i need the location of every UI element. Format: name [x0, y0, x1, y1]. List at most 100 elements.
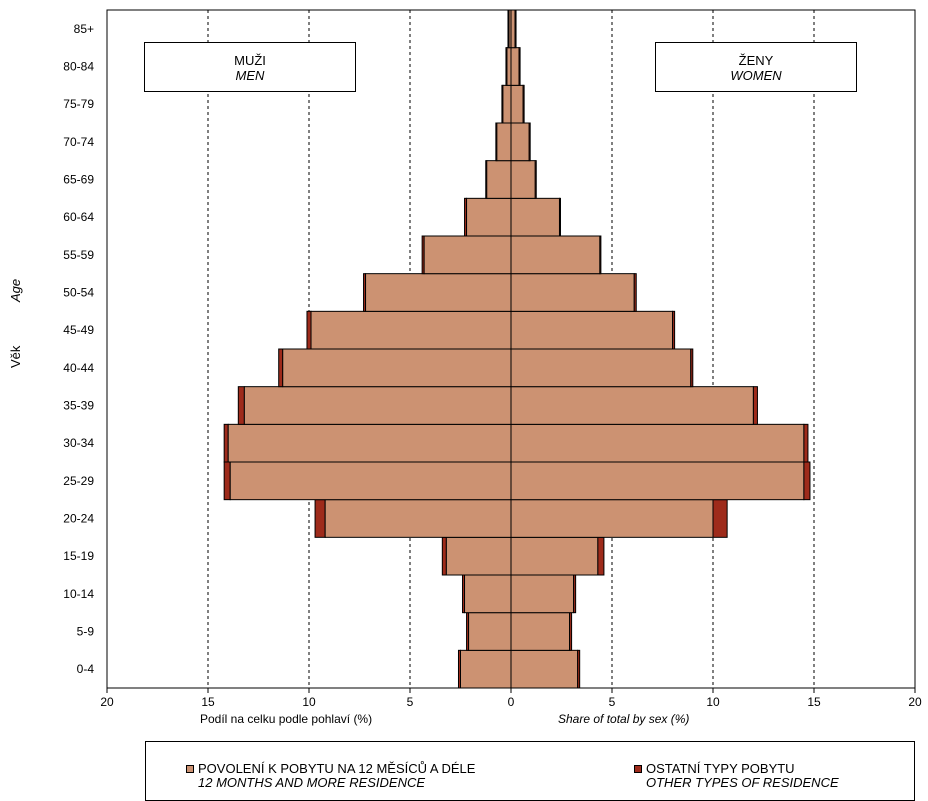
y-tick-label: 75-79: [63, 97, 94, 111]
bar-women-permit: [510, 197, 560, 237]
bar-women-permit: [510, 649, 579, 689]
bar-men-permit: [243, 386, 512, 425]
bar-women-permit: [510, 386, 754, 425]
bar-women-other: [528, 122, 531, 162]
legend: POVOLENÍ K POBYTU NA 12 MĚSÍCŮ A DÉLE 12…: [145, 741, 915, 801]
bar-women-other: [522, 84, 525, 124]
bar-women-permit: [510, 122, 530, 162]
bar-women-other: [518, 47, 521, 86]
x-tick-label: 5: [407, 695, 414, 709]
bar-women-other: [577, 649, 581, 689]
legend-label-other-cs: OSTATNÍ TYPY POBYTU: [646, 761, 795, 776]
bar-women-other: [672, 310, 676, 350]
bar-men-permit: [423, 235, 512, 275]
x-tick-label: 15: [807, 695, 821, 709]
bar-women-other: [803, 423, 809, 463]
y-tick-label: 10-14: [63, 587, 94, 601]
bar-men-other: [223, 461, 231, 501]
bar-men-permit: [445, 536, 512, 576]
y-tick-label: 85+: [74, 22, 94, 36]
x-axis-label-cs: Podíl na celku podle pohlaví (%): [200, 712, 373, 726]
y-tick-label: 40-44: [63, 361, 94, 375]
bar-women-permit: [510, 536, 599, 576]
x-tick-label: 5: [609, 695, 616, 709]
bar-women-other: [597, 536, 605, 576]
bar-women-other: [514, 9, 517, 49]
y-tick-label: 5-9: [77, 625, 95, 639]
x-tick-label: 10: [706, 695, 720, 709]
bar-women-other: [752, 386, 758, 425]
bar-women-permit: [510, 348, 692, 388]
y-tick-label: 25-29: [63, 474, 94, 488]
bar-women-permit: [510, 461, 805, 501]
women-label-box: ŽENY WOMEN: [655, 42, 857, 92]
bar-women-other: [599, 235, 602, 275]
men-label-cs: MUŽI: [234, 53, 266, 68]
bar-men-permit: [486, 160, 512, 199]
bar-men-other: [237, 386, 245, 425]
women-label-cs: ŽENY: [738, 53, 774, 68]
y-tick-label: 20-24: [63, 512, 94, 526]
y-tick-label: 80-84: [63, 60, 94, 74]
bar-women-permit: [510, 612, 571, 651]
bar-women-permit: [510, 499, 714, 538]
y-axis-label-en: Age: [8, 278, 23, 302]
bar-men-permit: [506, 47, 512, 86]
x-tick-label: 20: [908, 695, 922, 709]
bar-men-permit: [365, 273, 512, 312]
bar-men-permit: [310, 310, 512, 350]
legend-item-permit: POVOLENÍ K POBYTU NA 12 MĚSÍCŮ A DÉLE 12…: [186, 762, 475, 790]
y-tick-label: 30-34: [63, 436, 94, 450]
bar-women-other: [633, 273, 637, 312]
bar-men-permit: [464, 574, 512, 614]
legend-label-permit-en: 12 MONTHS AND MORE RESIDENCE: [198, 775, 426, 790]
bar-men-other: [314, 499, 326, 538]
bar-men-other: [278, 348, 284, 388]
y-tick-label: 60-64: [63, 210, 94, 224]
bar-women-permit: [510, 273, 635, 312]
women-label-en: WOMEN: [730, 68, 782, 83]
bar-men-permit: [496, 122, 512, 162]
bar-men-permit: [460, 649, 512, 689]
y-tick-label: 50-54: [63, 286, 94, 300]
bar-women-permit: [510, 574, 575, 614]
bar-women-other: [712, 499, 728, 538]
bar-women-permit: [510, 160, 536, 199]
legend-item-other: OSTATNÍ TYPY POBYTU OTHER TYPES OF RESID…: [634, 762, 839, 790]
bar-men-permit: [502, 84, 512, 124]
bar-men-permit: [282, 348, 512, 388]
y-tick-label: 70-74: [63, 135, 94, 149]
y-tick-label: 35-39: [63, 399, 94, 413]
bar-men-permit: [227, 423, 512, 463]
legend-label-permit-cs: POVOLENÍ K POBYTU NA 12 MĚSÍCŮ A DÉLE: [198, 761, 476, 776]
bar-women-other: [573, 574, 577, 614]
x-tick-label: 0: [508, 695, 515, 709]
bar-women-permit: [510, 310, 674, 350]
bar-men-other: [223, 423, 229, 463]
bar-men-other: [306, 310, 312, 350]
bar-women-permit: [510, 47, 520, 86]
bar-women-other: [558, 197, 561, 237]
bar-women-permit: [510, 9, 516, 49]
y-tick-label: 0-4: [77, 662, 95, 676]
x-tick-label: 15: [201, 695, 215, 709]
x-tick-label: 20: [100, 695, 114, 709]
bar-men-permit: [466, 197, 512, 237]
bar-men-permit: [468, 612, 512, 651]
x-axis-label-en: Share of total by sex (%): [558, 712, 690, 726]
bar-women-permit: [510, 235, 601, 275]
y-axis-label-cs: Věk: [8, 345, 23, 368]
y-tick-label: 45-49: [63, 323, 94, 337]
x-tick-label: 10: [302, 695, 316, 709]
legend-swatch-permit: [186, 765, 194, 773]
men-label-en: MEN: [235, 68, 265, 83]
legend-label-other-en: OTHER TYPES OF RESIDENCE: [646, 775, 839, 790]
bar-women-other: [803, 461, 811, 501]
bar-women-other: [569, 612, 573, 651]
bar-women-permit: [510, 423, 805, 463]
y-tick-label: 55-59: [63, 248, 94, 262]
men-label-box: MUŽI MEN: [144, 42, 356, 92]
legend-swatch-other: [634, 765, 642, 773]
bar-women-other: [690, 348, 694, 388]
